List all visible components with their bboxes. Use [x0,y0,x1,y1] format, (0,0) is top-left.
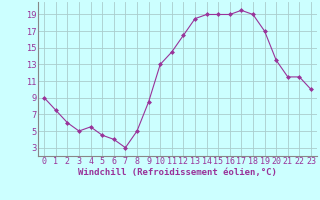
X-axis label: Windchill (Refroidissement éolien,°C): Windchill (Refroidissement éolien,°C) [78,168,277,177]
